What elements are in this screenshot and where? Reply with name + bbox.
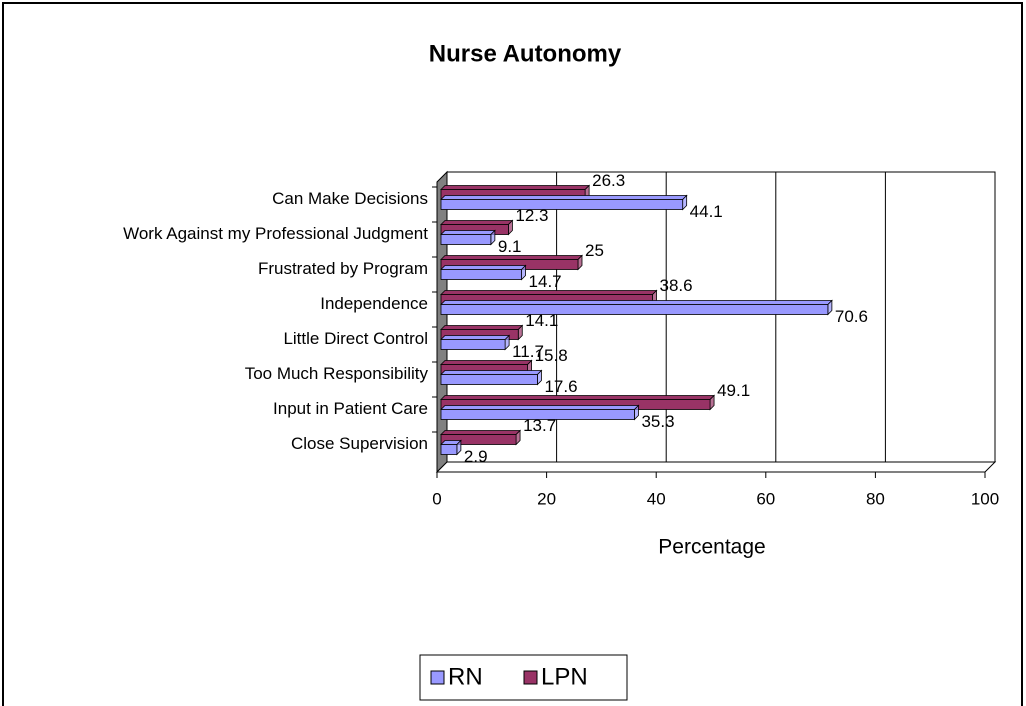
x-tick-label: 40: [647, 489, 666, 508]
bar: [440, 334, 511, 351]
bar-top: [440, 290, 658, 295]
x-tick-label: 0: [432, 489, 441, 508]
data-label: 11.7: [512, 342, 544, 361]
legend-swatch: [430, 670, 445, 685]
y-tick-label: Little Direct Control: [283, 329, 428, 348]
bar-top: [440, 185, 591, 190]
bar: [440, 264, 527, 281]
y-tick-label: Independence: [320, 294, 428, 313]
bar-top: [440, 335, 511, 340]
bar: [440, 194, 688, 211]
data-label: 9.1: [498, 237, 522, 256]
x-axis-label: Percentage: [658, 536, 765, 559]
legend-label: RN: [448, 663, 483, 690]
bar-top: [440, 220, 514, 225]
y-tick-label: Input in Patient Care: [273, 399, 428, 418]
data-label: 70.6: [835, 307, 868, 326]
bar-face: [440, 234, 492, 245]
bar-top: [440, 230, 496, 235]
bar-top: [440, 265, 527, 270]
bar: [440, 219, 514, 236]
data-label: 44.1: [690, 202, 723, 221]
y-tick-label: Close Supervision: [291, 434, 428, 453]
bar-top: [440, 300, 833, 305]
data-label: 2.9: [464, 447, 488, 466]
bar: [440, 324, 524, 341]
data-label: 14.1: [525, 311, 558, 330]
y-tick-label: Frustrated by Program: [258, 259, 428, 278]
bar-face: [440, 374, 538, 385]
bar: [440, 299, 833, 316]
bar-face: [440, 434, 517, 445]
data-label: 17.6: [544, 377, 577, 396]
bar-face: [440, 339, 506, 350]
side-wall: [436, 170, 448, 474]
bar-top: [440, 405, 640, 410]
bar: [440, 394, 716, 411]
legend-label: LPN: [541, 663, 588, 690]
bar-top: [440, 370, 543, 375]
x-tick-label: 100: [971, 489, 999, 508]
bar: [440, 429, 522, 446]
floor: [435, 461, 997, 473]
bar-face: [440, 444, 458, 455]
y-tick-label: Can Make Decisions: [272, 189, 428, 208]
data-label: 13.7: [523, 416, 556, 435]
legend-swatch: [523, 670, 538, 685]
bar-face: [440, 199, 684, 210]
data-label: 14.7: [529, 272, 562, 291]
bar: [440, 369, 543, 386]
bar-top: [440, 195, 688, 200]
chart-title: Nurse Autonomy: [429, 40, 622, 67]
bar-top: [440, 255, 583, 260]
bar-top: [440, 395, 716, 400]
x-tick-label: 60: [756, 489, 775, 508]
bar-face: [440, 409, 635, 420]
bar: [440, 439, 462, 456]
bar-top: [440, 325, 524, 330]
x-tick-label: 20: [537, 489, 556, 508]
y-tick-label: Work Against my Professional Judgment: [123, 224, 428, 243]
bar-top: [440, 430, 522, 435]
data-label: 26.3: [592, 171, 625, 190]
data-label: 49.1: [717, 381, 750, 400]
bar-face: [440, 304, 829, 315]
data-label: 35.3: [641, 412, 674, 431]
data-label: 12.3: [515, 206, 548, 225]
x-tick-label: 80: [866, 489, 885, 508]
y-tick-label: Too Much Responsibility: [245, 364, 429, 383]
data-label: 38.6: [660, 276, 693, 295]
bar: [440, 184, 591, 201]
bar-top: [440, 360, 533, 365]
data-label: 25: [585, 241, 604, 260]
bar: [440, 404, 640, 421]
data-label: 15.8: [535, 346, 568, 365]
bar: [440, 229, 496, 246]
bar-face: [440, 269, 522, 280]
